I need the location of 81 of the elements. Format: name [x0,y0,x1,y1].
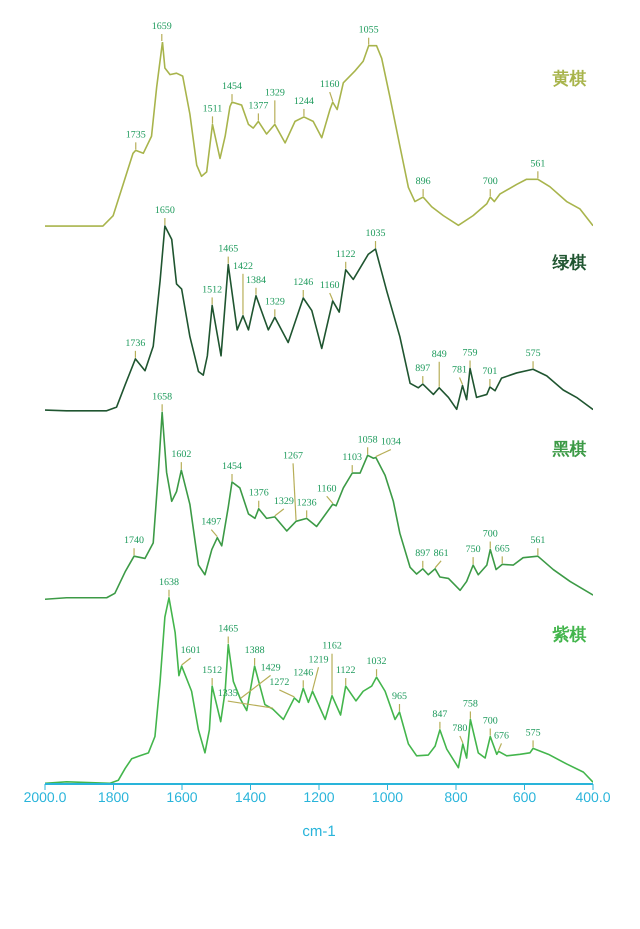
annotation: 1032 [366,656,387,668]
annotation: 1735 [126,129,146,140]
x-tick-label: 400.0 [575,788,611,805]
annotation: 1034 [380,436,401,448]
annotation: 1740 [124,535,144,546]
annotation: 1329 [274,496,294,507]
annotation: 896 [416,176,431,188]
annotation: 1601 [180,645,201,656]
annotation: 1246 [293,276,314,288]
annotation: 1736 [125,338,146,349]
annotation: 781 [452,364,468,376]
annotation: 1377 [248,100,268,112]
text: 黄棋 [552,69,587,89]
annotation: 700 [482,176,498,188]
annotation: 1122 [336,665,356,676]
annotation: 1160 [320,280,340,291]
annotation: 1267 [283,450,304,462]
x-tick-label: 1800 [98,788,130,805]
x-tick-label: 1400 [234,788,266,805]
annotation: 1512 [202,665,222,676]
annotation: 1329 [264,296,285,308]
x-tick-label: 2000.0 [24,788,67,805]
annotation: 759 [462,347,478,358]
text: 黑棋 [552,439,587,460]
annotation: 750 [466,544,481,556]
annotation: 1388 [244,645,265,656]
annotation: 1244 [294,96,314,107]
annotation: 1329 [264,87,285,98]
annotation: 1638 [158,576,179,588]
annotation: 676 [494,730,509,742]
annotation: 1160 [320,79,340,90]
annotation: 1035 [366,228,386,240]
annotation: 1219 [308,654,328,666]
text: 绿棋 [552,253,587,274]
annotation: 1246 [293,667,314,678]
x-tick-label: 1200 [303,788,335,805]
annotation: 758 [462,698,478,710]
annotation: 897 [415,363,430,374]
annotation: 1511 [202,103,222,114]
x-tick-label: 600 [512,788,536,805]
annotation: 1497 [201,516,222,528]
x-tick-label: 1600 [166,788,198,805]
annotation: 965 [392,691,407,702]
annotation: 1454 [222,461,242,472]
annotation: 1103 [342,452,362,464]
annotation: 1384 [246,274,266,286]
annotation: 1512 [202,284,222,296]
annotation: 700 [482,528,498,540]
annotation: 561 [530,535,546,546]
annotation: 1465 [218,244,238,255]
annotation: 849 [432,348,447,360]
annotation: 1376 [248,488,269,499]
annotation: 561 [530,158,546,170]
annotation: 1429 [260,662,281,674]
x-tick-label: 800 [444,788,468,805]
annotation: 1272 [269,676,290,688]
annotation: 780 [452,722,468,734]
annotation: 1122 [336,248,356,260]
annotation: 1055 [358,24,379,36]
annotation: 1058 [358,434,378,446]
annotation: 1162 [322,640,342,652]
text: 紫棋 [552,624,587,645]
annotation: 1422 [232,260,253,272]
annotation: 700 [482,716,498,727]
x-tick-label: 1000 [372,788,404,805]
annotation: 897 [415,548,430,559]
annotation: 575 [526,727,541,738]
annotation: 861 [434,548,449,559]
annotation: 1236 [296,497,317,508]
annotation: 665 [494,543,510,554]
annotation: 847 [432,708,448,720]
annotation: 1602 [171,449,192,460]
annotation: 1160 [316,483,337,494]
annotation: 1658 [152,391,172,402]
annotation: 1454 [222,81,242,92]
annotation: 1465 [218,624,238,635]
annotation: 1650 [154,205,175,216]
annotation: 701 [482,366,498,378]
annotation: 1659 [152,21,172,32]
annotation: 575 [526,348,541,360]
x-axis-title: cm-1 [302,823,336,840]
